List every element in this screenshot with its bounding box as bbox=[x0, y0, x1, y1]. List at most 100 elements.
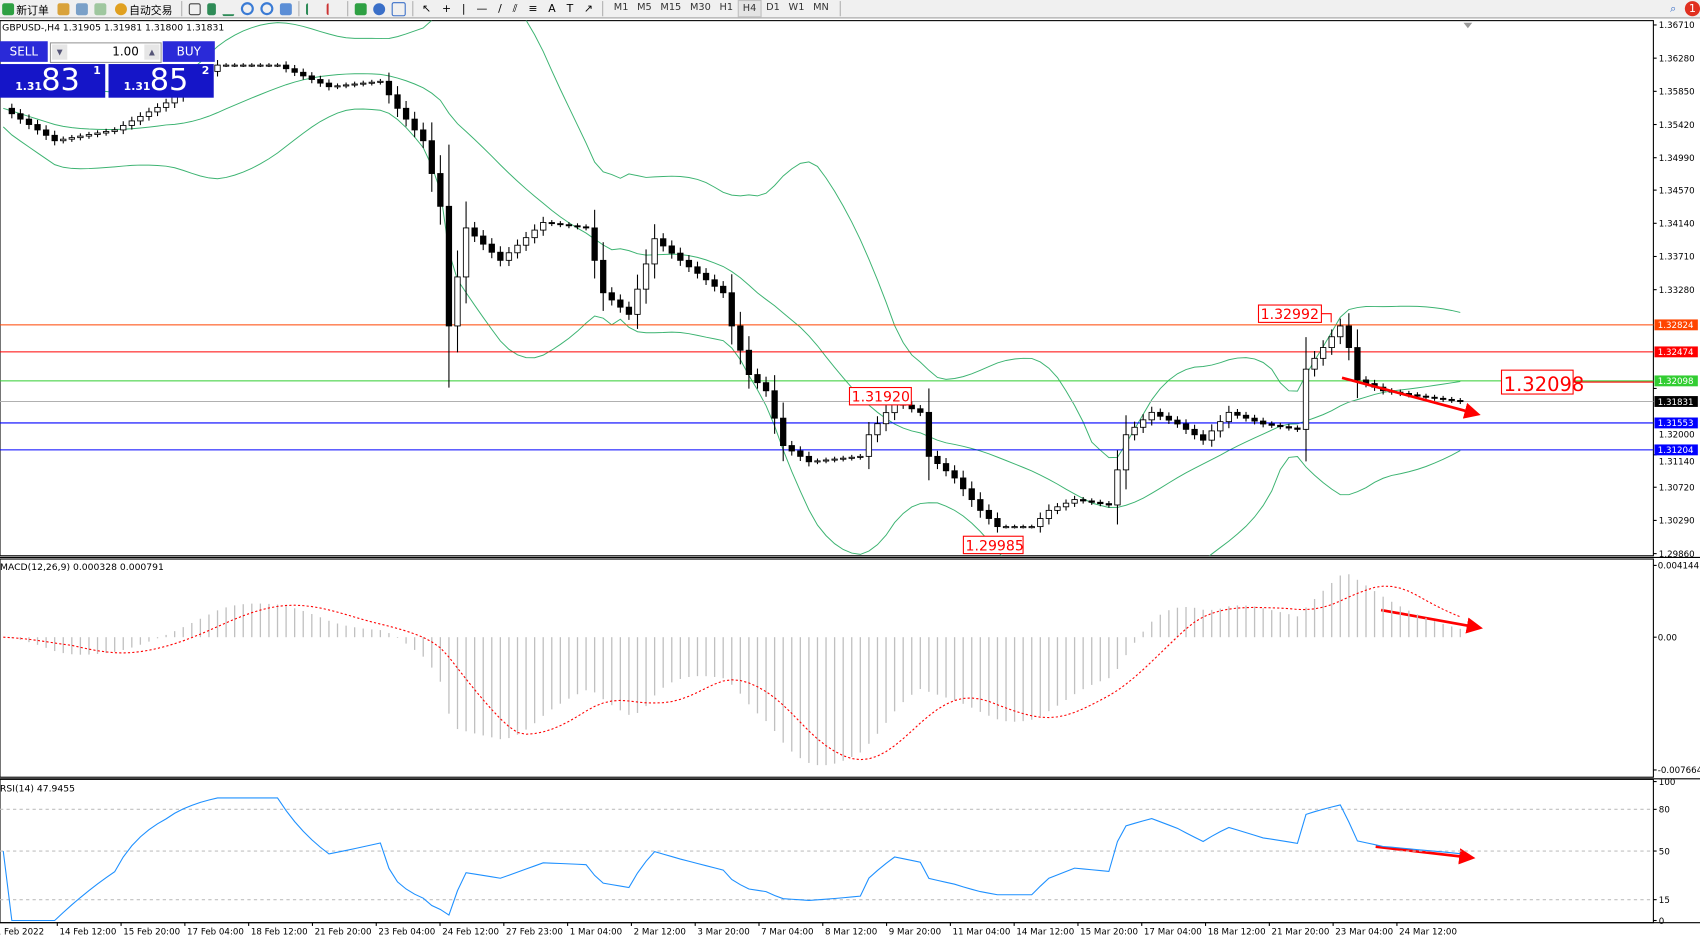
time-tick-label: 7 Mar 04:00 bbox=[761, 928, 813, 938]
text-label-icon[interactable]: T bbox=[566, 2, 574, 15]
indicators-icon[interactable] bbox=[354, 2, 367, 15]
timeframe-m15[interactable]: M15 bbox=[660, 2, 682, 14]
candle-body bbox=[51, 134, 58, 142]
lot-increase-button[interactable]: ▲ bbox=[144, 44, 160, 60]
candle-body bbox=[1345, 325, 1353, 348]
candle bbox=[137, 112, 144, 126]
timeframe-m30[interactable]: M30 bbox=[689, 2, 711, 14]
notification-badge[interactable]: 1 bbox=[1684, 1, 1700, 17]
text-icon[interactable]: A bbox=[548, 2, 556, 15]
candle bbox=[814, 458, 821, 465]
auto-trading-button[interactable]: 自动交易 bbox=[113, 1, 175, 17]
candle-body bbox=[668, 245, 675, 254]
candle-body bbox=[1148, 411, 1155, 421]
chart-symbol-header: GBPUSD-,H4 1.31905 1.31981 1.31800 1.318… bbox=[2, 22, 225, 34]
timeframe-h1[interactable]: H1 bbox=[719, 2, 734, 14]
candle bbox=[685, 255, 693, 272]
timeframe-m5[interactable]: M5 bbox=[637, 2, 652, 14]
candle bbox=[25, 114, 33, 130]
candle-body bbox=[248, 64, 255, 67]
candle-body bbox=[1200, 434, 1207, 441]
lot-size-input[interactable]: ▼ 1.00 ▲ bbox=[49, 42, 162, 63]
templates-icon[interactable] bbox=[391, 1, 406, 16]
candle-body bbox=[1354, 347, 1361, 381]
sell-price[interactable]: 1.31 83 1 bbox=[0, 62, 106, 98]
candle-body bbox=[154, 106, 161, 113]
lot-size-value: 1.00 bbox=[112, 44, 139, 59]
chart-shift-icon[interactable] bbox=[326, 2, 341, 15]
signals-icon[interactable] bbox=[94, 2, 107, 15]
candle bbox=[1285, 424, 1293, 431]
cursor-icon[interactable]: ↖ bbox=[422, 2, 432, 15]
candle bbox=[1251, 414, 1258, 425]
crosshair-icon[interactable]: + bbox=[441, 2, 452, 15]
timeframe-w1[interactable]: W1 bbox=[788, 2, 805, 14]
candle bbox=[951, 465, 958, 484]
candle bbox=[634, 274, 641, 329]
equidistant-channel-icon[interactable]: ⫽ bbox=[512, 2, 518, 15]
vertical-line-icon[interactable]: | bbox=[461, 2, 466, 15]
candle-body bbox=[1414, 394, 1421, 397]
price-annotation: 1.29985 bbox=[966, 538, 1024, 554]
line-chart-icon[interactable] bbox=[222, 2, 235, 16]
time-tick-label: 9 Mar 20:00 bbox=[889, 928, 941, 938]
macd-tick-label: 0.00 bbox=[1658, 633, 1677, 643]
market-watch-icon[interactable] bbox=[57, 2, 70, 15]
candle-body bbox=[1191, 428, 1198, 436]
zoom-in-icon[interactable] bbox=[240, 2, 254, 16]
auto-scroll-icon[interactable] bbox=[305, 2, 320, 15]
divider bbox=[412, 1, 414, 17]
horizontal-line-icon[interactable]: — bbox=[476, 2, 488, 15]
rsi-tick-label: 80 bbox=[1659, 806, 1670, 816]
candle bbox=[788, 440, 795, 456]
timeframe-d1[interactable]: D1 bbox=[766, 2, 780, 14]
candle-body bbox=[85, 134, 93, 137]
timeframe-mn[interactable]: MN bbox=[813, 2, 829, 14]
new-order-button[interactable]: 新订单 bbox=[0, 1, 51, 17]
candle bbox=[702, 268, 710, 285]
timeframe-m1[interactable]: M1 bbox=[613, 2, 629, 14]
bar-chart-icon[interactable] bbox=[188, 2, 201, 15]
zoom-out-icon[interactable] bbox=[260, 2, 274, 16]
fibonacci-icon[interactable]: ≡ bbox=[528, 2, 538, 15]
candle bbox=[582, 224, 590, 231]
candle-body bbox=[214, 64, 221, 72]
auto-trading-label: 自动交易 bbox=[129, 4, 173, 17]
candle bbox=[8, 103, 15, 119]
candlestick-icon[interactable] bbox=[207, 2, 216, 15]
trendline-icon[interactable]: / bbox=[498, 2, 502, 15]
candle bbox=[1345, 313, 1353, 361]
candle-body bbox=[1439, 397, 1447, 400]
candle-body bbox=[25, 118, 33, 125]
candle-body bbox=[1328, 336, 1335, 348]
periods-icon[interactable] bbox=[373, 2, 386, 15]
lot-decrease-button[interactable]: ▼ bbox=[52, 44, 68, 60]
buy-button[interactable]: BUY bbox=[162, 41, 215, 62]
candle bbox=[857, 453, 864, 460]
candle-body bbox=[1097, 501, 1104, 505]
candle bbox=[557, 221, 564, 228]
candle bbox=[1062, 499, 1070, 511]
candle-body bbox=[1002, 526, 1010, 529]
candle bbox=[762, 376, 770, 397]
time-tick-label: 17 Feb 04:00 bbox=[187, 928, 244, 938]
time-tick-label: 21 Feb 20:00 bbox=[315, 928, 372, 938]
candle-body bbox=[1302, 368, 1310, 430]
buy-price[interactable]: 1.31 85 2 bbox=[108, 62, 214, 98]
candle bbox=[882, 405, 890, 432]
candle bbox=[42, 125, 50, 140]
navigator-icon[interactable] bbox=[75, 2, 88, 15]
sell-button[interactable]: SELL bbox=[0, 41, 48, 62]
candle bbox=[317, 75, 324, 87]
arrows-icon[interactable]: ↗ bbox=[584, 2, 594, 15]
price-annotation: 1.32098 bbox=[1504, 373, 1585, 396]
candle-body bbox=[471, 227, 478, 237]
tile-windows-icon[interactable] bbox=[279, 2, 292, 15]
timeframe-h4[interactable]: H4 bbox=[737, 0, 762, 18]
candle bbox=[677, 247, 684, 266]
candle-body bbox=[1242, 414, 1250, 419]
candle-body bbox=[1054, 506, 1061, 511]
search-icon[interactable]: ⌕ bbox=[1670, 2, 1677, 15]
candle-body bbox=[1165, 415, 1173, 421]
